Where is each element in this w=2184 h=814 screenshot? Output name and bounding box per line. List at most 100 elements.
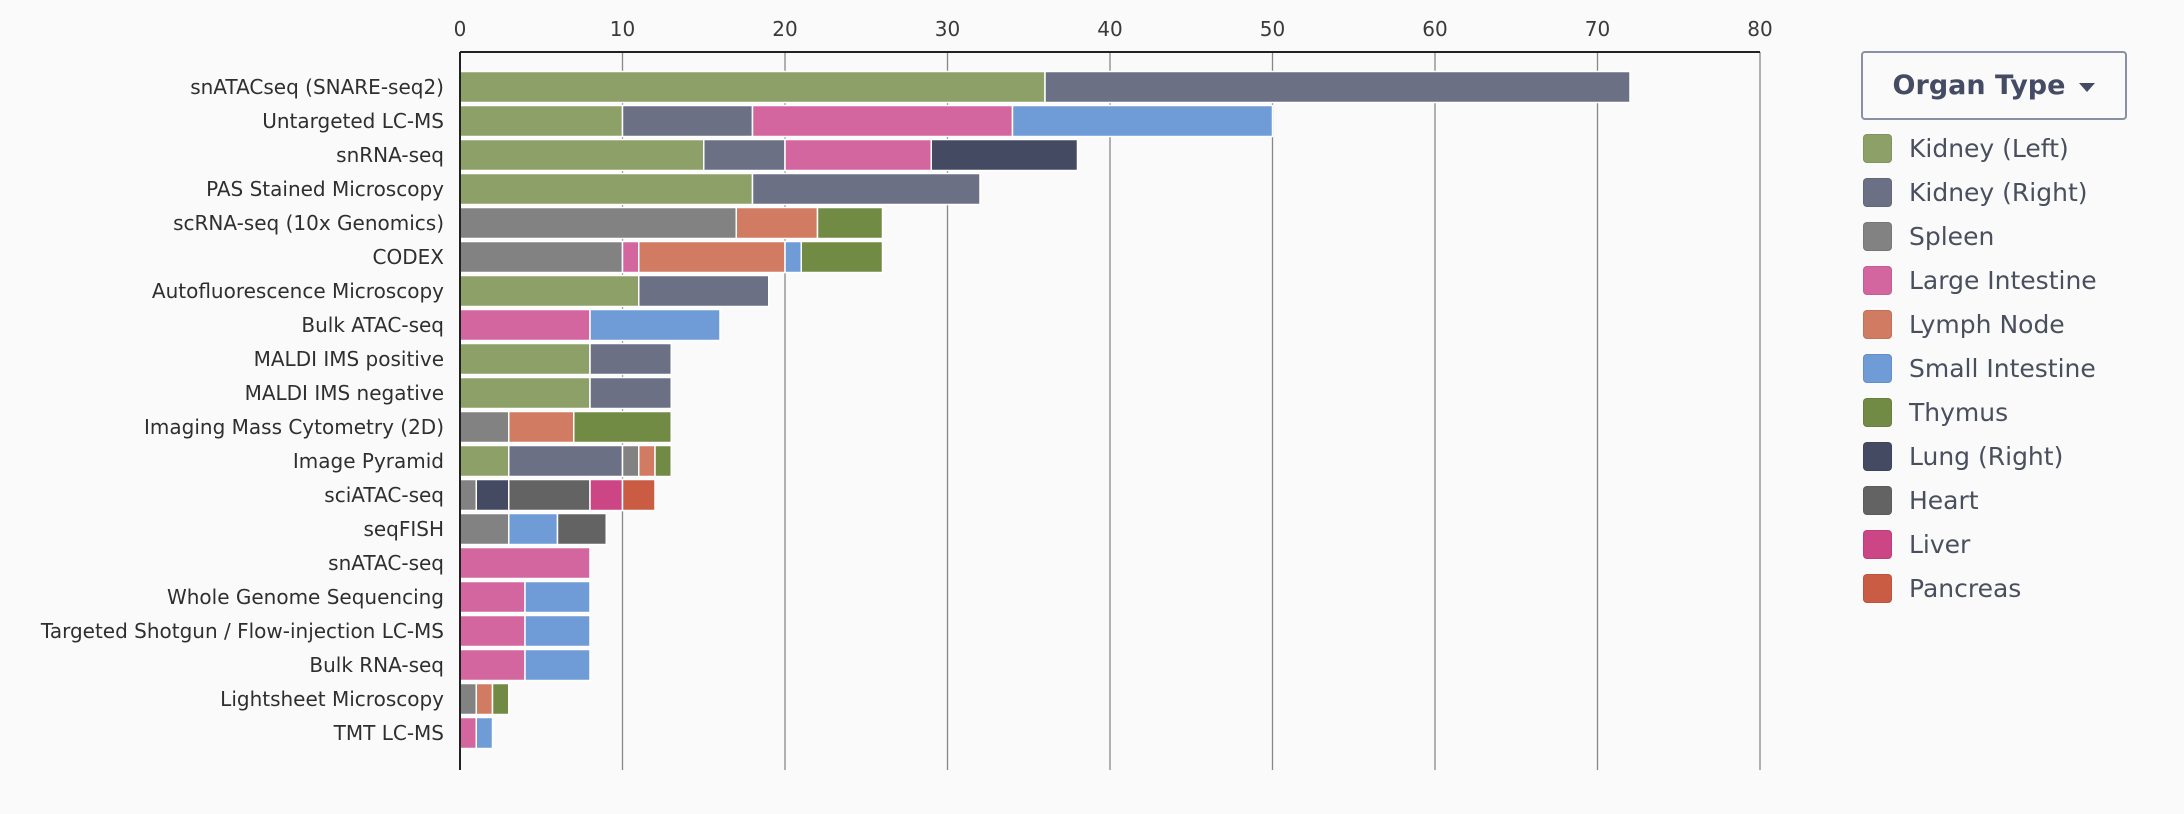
- bar-segment[interactable]: [459, 512, 510, 546]
- bar-segment[interactable]: [930, 138, 1079, 172]
- bar-segment[interactable]: [475, 682, 494, 716]
- legend-item[interactable]: Spleen: [1863, 214, 2097, 258]
- bar-segment[interactable]: [589, 376, 672, 410]
- bar-segment[interactable]: [459, 342, 591, 376]
- bar-segment[interactable]: [491, 682, 510, 716]
- legend-item[interactable]: Heart: [1863, 478, 2097, 522]
- category-label: snATACseq (SNARE-seq2): [190, 75, 444, 99]
- bar-segment[interactable]: [621, 104, 754, 138]
- bar-segment[interactable]: [816, 206, 884, 240]
- legend-swatch: [1863, 177, 1892, 207]
- bar-segment[interactable]: [621, 240, 640, 274]
- category-label: snATAC-seq: [328, 551, 444, 575]
- bar-segment[interactable]: [459, 70, 1046, 104]
- caret-down-icon: [2079, 82, 2096, 92]
- bar-segment[interactable]: [573, 410, 672, 444]
- bar-segment[interactable]: [459, 410, 510, 444]
- category-label: Bulk RNA-seq: [309, 653, 444, 677]
- bar-segment[interactable]: [800, 240, 884, 274]
- bar-segment[interactable]: [784, 138, 932, 172]
- category-label: Whole Genome Sequencing: [167, 585, 444, 609]
- bar-segment[interactable]: [621, 444, 640, 478]
- legend-label: Kidney (Left): [1909, 133, 2069, 163]
- bar-segment[interactable]: [589, 342, 672, 376]
- category-label: Autofluorescence Microscopy: [152, 279, 444, 303]
- bar-segment[interactable]: [508, 512, 559, 546]
- bar-segment[interactable]: [459, 138, 705, 172]
- bar-segment[interactable]: [638, 444, 656, 478]
- bar-segment[interactable]: [508, 478, 591, 512]
- category-label: PAS Stained Microscopy: [206, 177, 444, 201]
- bar-segment[interactable]: [459, 172, 754, 206]
- bar-segment[interactable]: [475, 716, 494, 750]
- category-label: MALDI IMS negative: [245, 381, 444, 405]
- bar-segment[interactable]: [654, 444, 672, 478]
- bar-segment[interactable]: [524, 648, 591, 682]
- legend-item[interactable]: Pancreas: [1863, 566, 2097, 610]
- bar-segment[interactable]: [459, 240, 624, 274]
- legend-label: Pancreas: [1909, 573, 2022, 603]
- bar-segment[interactable]: [556, 512, 607, 546]
- bar-segment[interactable]: [459, 478, 477, 512]
- organ-type-dropdown-label: Organ Type: [1892, 70, 2066, 101]
- bar-segment[interactable]: [459, 580, 526, 614]
- bar-segment[interactable]: [1044, 70, 1631, 104]
- legend-item[interactable]: Kidney (Left): [1863, 126, 2097, 170]
- x-tick-label: 50: [1260, 17, 1285, 41]
- bar-segment[interactable]: [524, 614, 591, 648]
- bar-segment[interactable]: [508, 444, 624, 478]
- legend-swatch: [1863, 133, 1892, 163]
- bar-segment[interactable]: [751, 104, 1014, 138]
- legend-swatch: [1863, 397, 1892, 427]
- bar-segment[interactable]: [459, 308, 591, 342]
- x-tick-label: 60: [1422, 17, 1447, 41]
- bar-segment[interactable]: [735, 206, 819, 240]
- x-tick-label: 10: [610, 17, 635, 41]
- bar-segment[interactable]: [1011, 104, 1274, 138]
- legend-item[interactable]: Thymus: [1863, 390, 2097, 434]
- legend-label: Thymus: [1909, 397, 2009, 427]
- legend-item[interactable]: Lymph Node: [1863, 302, 2097, 346]
- bar-segment[interactable]: [589, 308, 721, 342]
- bar-segment[interactable]: [751, 172, 981, 206]
- x-tick-label: 20: [772, 17, 797, 41]
- legend-swatch: [1863, 265, 1892, 295]
- bar-segment[interactable]: [459, 682, 477, 716]
- legend-item[interactable]: Lung (Right): [1863, 434, 2097, 478]
- bar-segment[interactable]: [524, 580, 591, 614]
- legend-label: Small Intestine: [1909, 353, 2096, 383]
- bar-segment[interactable]: [459, 206, 737, 240]
- bar-segment[interactable]: [638, 274, 770, 308]
- bar-segments: [459, 70, 1631, 750]
- bar-segment[interactable]: [459, 546, 591, 580]
- bar-segment[interactable]: [638, 240, 786, 274]
- category-label: Imaging Mass Cytometry (2D): [144, 415, 444, 439]
- legend-item[interactable]: Liver: [1863, 522, 2097, 566]
- bar-segment[interactable]: [508, 410, 575, 444]
- bar-segment[interactable]: [589, 478, 624, 512]
- legend-label: Kidney (Right): [1909, 177, 2088, 207]
- category-label: Lightsheet Microscopy: [220, 687, 444, 711]
- legend-swatch: [1863, 441, 1892, 471]
- legend-swatch: [1863, 221, 1892, 251]
- legend-swatch: [1863, 529, 1892, 559]
- organ-type-dropdown-button[interactable]: Organ Type: [1861, 51, 2127, 120]
- legend-item[interactable]: Kidney (Right): [1863, 170, 2097, 214]
- bar-segment[interactable]: [459, 104, 624, 138]
- bar-segment[interactable]: [459, 648, 526, 682]
- bar-segment[interactable]: [784, 240, 802, 274]
- legend-label: Heart: [1909, 485, 1979, 515]
- bar-segment[interactable]: [459, 274, 640, 308]
- bar-segment[interactable]: [459, 444, 510, 478]
- legend-item[interactable]: Small Intestine: [1863, 346, 2097, 390]
- bar-segment[interactable]: [459, 376, 591, 410]
- bar-segment[interactable]: [459, 614, 526, 648]
- bar-segment[interactable]: [459, 716, 477, 750]
- legend-item[interactable]: Large Intestine: [1863, 258, 2097, 302]
- bar-segment[interactable]: [703, 138, 786, 172]
- grid-lines: [621, 52, 1761, 770]
- legend-label: Spleen: [1909, 221, 1995, 251]
- bar-segment[interactable]: [475, 478, 510, 512]
- bar-segment[interactable]: [621, 478, 656, 512]
- legend-label: Liver: [1909, 529, 1971, 559]
